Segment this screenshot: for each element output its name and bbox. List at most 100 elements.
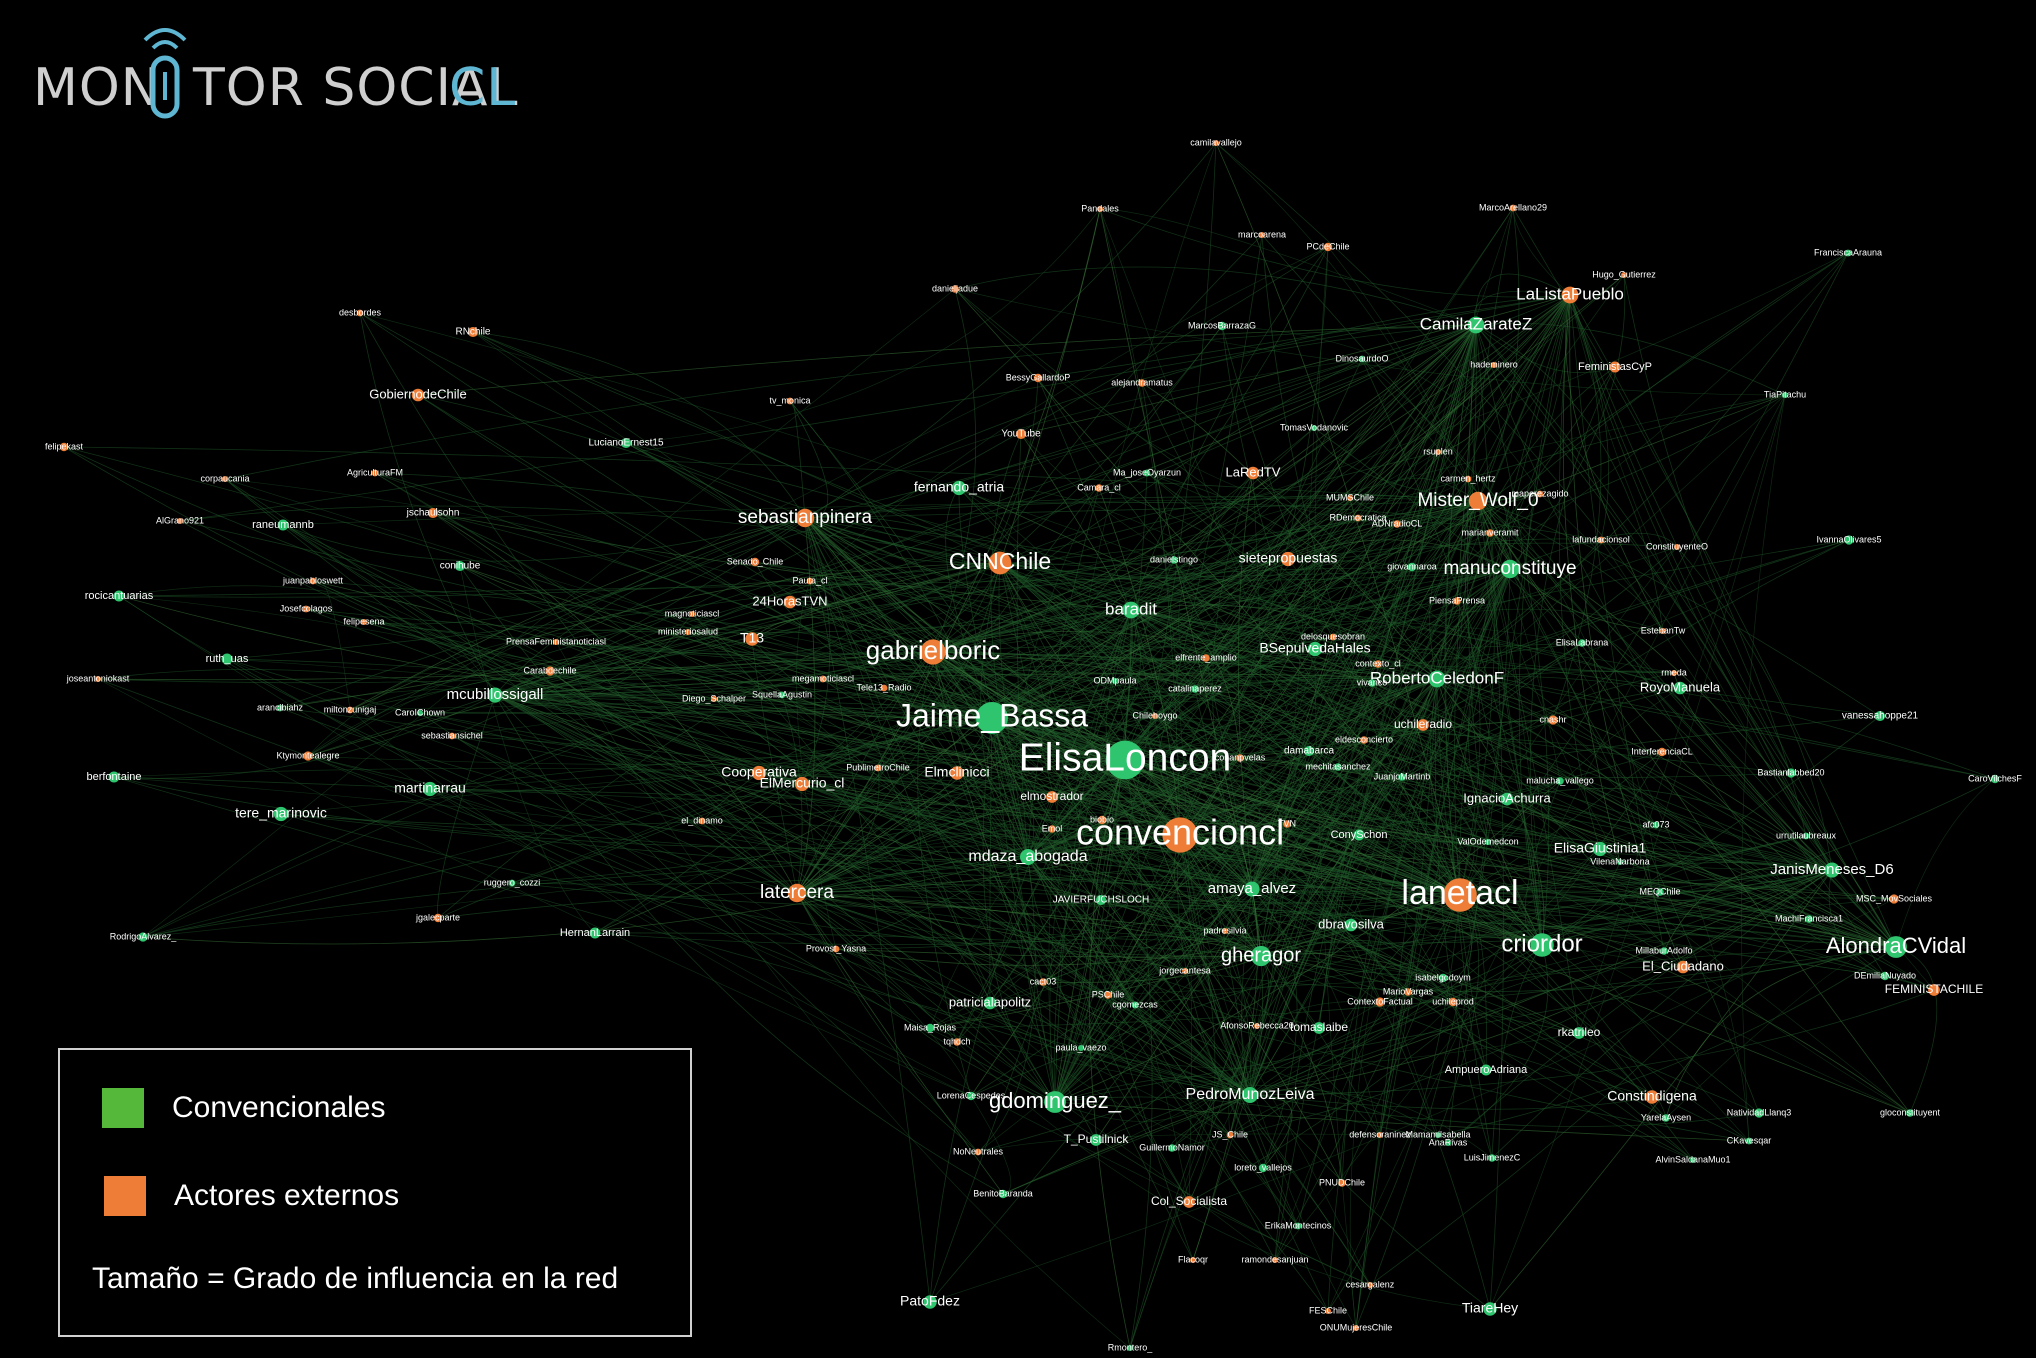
network-edge <box>1228 1001 1381 1136</box>
network-edge <box>429 788 1251 1096</box>
node-TiareHey <box>1483 1302 1497 1316</box>
network-edge <box>1229 427 1315 1136</box>
node-label-CKavesqar: CKavesqar <box>1727 1135 1772 1145</box>
network-edge <box>796 892 1004 1195</box>
network-edge <box>789 600 993 719</box>
network-edge <box>1475 273 1571 326</box>
node-ErikaMontecinos <box>1294 1222 1302 1230</box>
network-edge <box>932 558 1413 653</box>
network-edge <box>1341 678 1438 1184</box>
network-edge <box>796 892 972 1097</box>
node-dbravosilva <box>1344 918 1358 932</box>
network-edge <box>1260 955 1653 1098</box>
node-elmostrador <box>1046 791 1058 803</box>
network-edge <box>1251 636 1334 890</box>
node-label-AgriculturaFM: AgriculturaFM <box>347 467 403 477</box>
network-edge <box>998 562 1029 858</box>
network-edge <box>1489 869 1833 1310</box>
node-label-tere_marinovic: tere_marinovic <box>235 805 327 821</box>
node-AmpueroAdriana <box>1480 1064 1492 1076</box>
network-edge <box>419 712 1886 977</box>
antenna-i-icon <box>143 28 187 119</box>
node-jschaulsohn <box>427 507 439 519</box>
network-edge <box>796 580 837 950</box>
node-danieljadue <box>951 285 959 293</box>
network-edge <box>307 667 824 757</box>
node-urrutilaubreaux <box>1802 832 1810 840</box>
node-PedroMunozLeiva <box>1242 1087 1258 1103</box>
node-rmeda <box>1671 670 1677 676</box>
node-label-FESChile: FESChile <box>1309 1305 1347 1315</box>
node-FranciscaArauna <box>1844 249 1852 257</box>
network-edge <box>1512 207 1571 296</box>
network-edge <box>1124 759 1461 896</box>
node-mdaza_abogada <box>1020 849 1036 865</box>
node-ADNradioCL <box>1393 520 1401 528</box>
network-edge <box>1337 766 1461 896</box>
network-edge <box>1489 532 1897 948</box>
network-edge <box>429 717 993 792</box>
node-label-Mamamilsabella: Mamamilsabella <box>1405 1129 1470 1139</box>
node-label-Diego_Schalper: Diego_Schalper <box>682 693 746 703</box>
network-edge <box>1107 394 1786 996</box>
network-edge <box>494 694 1004 1195</box>
network-edge <box>1467 568 1511 843</box>
node-MarioVargas <box>1404 988 1412 996</box>
node-label-felipekast: felipekast <box>45 441 84 451</box>
node-label-sebastianpinera: sebastianpinera <box>738 507 873 528</box>
network-edge <box>1251 780 1561 890</box>
node-label-cnashr: cnashr <box>1539 714 1566 724</box>
network-edge <box>349 517 806 711</box>
network-edge <box>494 694 1231 1136</box>
network-edge <box>796 394 1786 894</box>
network-edge <box>1379 946 1897 1003</box>
node-carmen_hertz <box>1464 475 1472 483</box>
network-edge <box>142 394 1786 938</box>
network-edge <box>999 562 1461 896</box>
network-edge <box>754 561 1833 871</box>
network-edge <box>1436 539 1602 680</box>
network-edge <box>1179 834 1381 1136</box>
network-edge <box>796 892 1251 1096</box>
node-Provost_Yasna <box>832 945 840 953</box>
node-desbordes <box>356 309 364 317</box>
node-label-JAVIERFUCHSLOCH: JAVIERFUCHSLOCH <box>1053 895 1150 906</box>
network-edge <box>305 608 1029 858</box>
network-edge <box>1100 648 1316 901</box>
network-edge <box>1049 609 1132 1103</box>
network-edge <box>1249 869 1833 1096</box>
network-edge <box>179 294 1571 522</box>
network-edge <box>991 717 1454 1003</box>
node-elfrente_amplio <box>1202 654 1210 662</box>
network-edge <box>781 694 803 894</box>
network-edge <box>1130 324 1477 611</box>
network-edge <box>494 694 1262 957</box>
node-label-ValOdemedcon: ValOdemedcon <box>1457 836 1518 846</box>
network-edge <box>754 561 1833 871</box>
network-edge <box>432 512 798 894</box>
network-edge <box>312 577 351 711</box>
network-edge <box>977 1133 1381 1153</box>
network-edge <box>804 517 1508 800</box>
network-edge <box>687 631 1299 1227</box>
network-edge <box>224 478 798 894</box>
node-label-Josefcolagos: Josefcolagos <box>280 603 333 613</box>
network-edge <box>796 841 1601 894</box>
network-edge <box>97 651 934 681</box>
network-edge <box>1313 427 1897 948</box>
network-edge <box>701 713 993 822</box>
network-edge <box>417 394 806 519</box>
node-gloconstituyent <box>1906 1109 1914 1117</box>
network-edge <box>1054 1101 1750 1142</box>
network-edge <box>1099 208 1571 298</box>
network-edge <box>1475 324 1897 948</box>
network-edge <box>1054 324 1477 1103</box>
node-RNchile <box>467 326 479 338</box>
node-CNNChile <box>988 551 1012 575</box>
network-edge <box>1114 567 1511 682</box>
network-edge <box>307 755 958 1043</box>
network-edge <box>279 562 1001 709</box>
node-label-TiareHey: TiareHey <box>1462 1300 1518 1316</box>
node-megamoticiascl <box>819 675 827 683</box>
node-sebastiansichel <box>448 732 456 740</box>
